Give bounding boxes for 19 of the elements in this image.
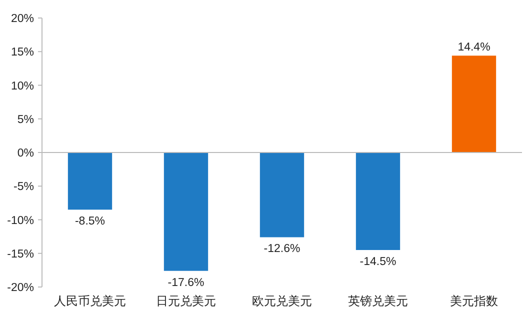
y-tick-label: -20%	[7, 282, 34, 294]
data-label: 14.4%	[458, 42, 490, 54]
y-tick-label: -5%	[14, 181, 34, 194]
data-label: -8.5%	[74, 216, 106, 228]
y-tick-label: 5%	[17, 114, 34, 126]
x-tick-label: 美元指数	[450, 294, 498, 308]
y-tick-label: 10%	[10, 80, 34, 92]
y-tick-label: -10%	[7, 214, 34, 227]
y-tick-label: 20%	[10, 13, 34, 25]
y-tick-label: 0%	[17, 148, 34, 160]
x-tick-label: 人民币兑美元	[54, 294, 126, 308]
data-label: -12.6%	[264, 243, 300, 256]
y-tick-label: -15%	[7, 248, 34, 260]
x-tick-label: 欧元兑美元	[252, 294, 312, 308]
data-label: -17.6%	[168, 276, 204, 289]
x-tick-label: 日元兑美元	[156, 294, 216, 308]
x-tick-label: 英镑兑美元	[348, 294, 408, 308]
y-tick-label: 15%	[10, 46, 34, 59]
data-label: -14.5%	[360, 256, 396, 268]
